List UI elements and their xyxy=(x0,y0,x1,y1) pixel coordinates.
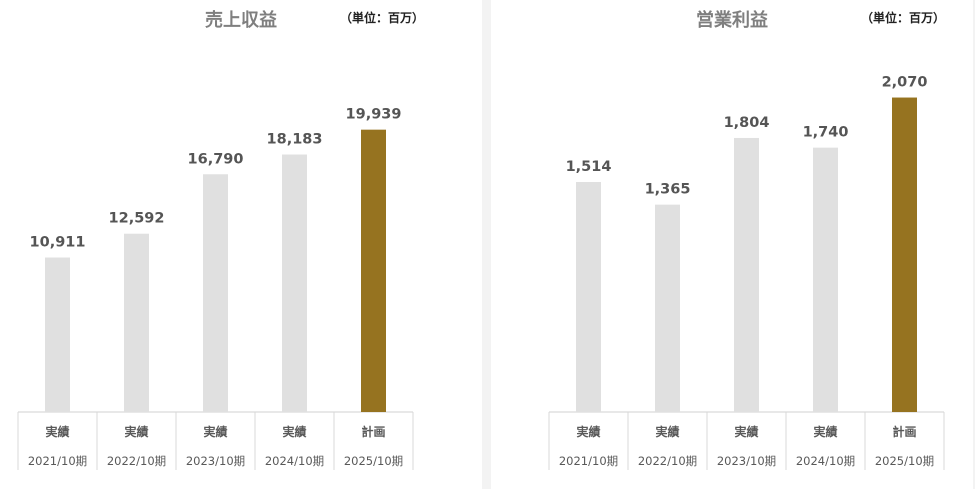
data-label: 1,365 xyxy=(645,182,691,198)
data-label: 19,939 xyxy=(346,107,402,123)
bar xyxy=(734,137,759,412)
category-type-label: 実績 xyxy=(576,424,600,439)
data-label: 1,740 xyxy=(803,125,849,141)
bar xyxy=(892,97,917,413)
x-tick-label: 2025/10期 xyxy=(875,454,934,468)
x-tick-label: 2022/10期 xyxy=(638,454,697,468)
category-type-label: 実績 xyxy=(282,424,306,439)
x-tick-label: 2023/10期 xyxy=(186,454,245,468)
x-tick-label: 2021/10期 xyxy=(28,454,87,468)
category-type-label: 実績 xyxy=(813,424,837,439)
bar xyxy=(203,174,228,412)
category-type-label: 実績 xyxy=(45,424,69,439)
category-type-label: 計画 xyxy=(361,424,385,439)
bar xyxy=(813,147,838,412)
chart-title: 売上収益 xyxy=(205,10,277,31)
bar xyxy=(45,257,70,412)
data-label: 1,804 xyxy=(724,115,770,131)
chart-title: 営業利益 xyxy=(696,10,768,31)
category-type-label: 実績 xyxy=(124,424,148,439)
bar xyxy=(655,204,680,412)
category-type-label: 計画 xyxy=(892,424,916,439)
x-tick-label: 2022/10期 xyxy=(107,454,166,468)
x-tick-label: 2025/10期 xyxy=(344,454,403,468)
bar xyxy=(576,182,601,412)
data-label: 10,911 xyxy=(30,235,86,251)
bar xyxy=(124,233,149,412)
category-type-label: 実績 xyxy=(203,424,227,439)
data-label: 1,514 xyxy=(566,159,612,175)
data-label: 18,183 xyxy=(267,132,323,148)
bar xyxy=(282,154,307,412)
data-label: 12,592 xyxy=(109,211,165,227)
category-type-label: 実績 xyxy=(655,424,679,439)
x-tick-label: 2024/10期 xyxy=(265,454,324,468)
data-label: 16,790 xyxy=(188,151,244,167)
operating-profit-chart-svg: 1,514 実績 2021/10期 1,365 実績 2022/10期 1,804 実績 202… xyxy=(548,75,945,470)
revenue-chart-panel: 売上収益 （単位：百万） 10,911 実績 2021/10期 12,592 実績 202… xyxy=(0,0,482,489)
operating-profit-chart-panel: 営業利益 （単位：百万） 1,514 実績 2021/10期 1,365 実績 2022/… xyxy=(491,0,973,489)
bar xyxy=(361,129,386,412)
x-tick-label: 2023/10期 xyxy=(717,454,776,468)
data-label: 2,070 xyxy=(882,75,928,91)
revenue-chart-svg: 10,911 実績 2021/10期 12,592 実績 2022/10期 16,790 実績… xyxy=(17,107,414,470)
unit-label: （単位：百万） xyxy=(340,11,425,25)
x-tick-label: 2024/10期 xyxy=(796,454,855,468)
x-tick-label: 2021/10期 xyxy=(559,454,618,468)
category-type-label: 実績 xyxy=(734,424,758,439)
unit-label: （単位：百万） xyxy=(861,11,946,25)
